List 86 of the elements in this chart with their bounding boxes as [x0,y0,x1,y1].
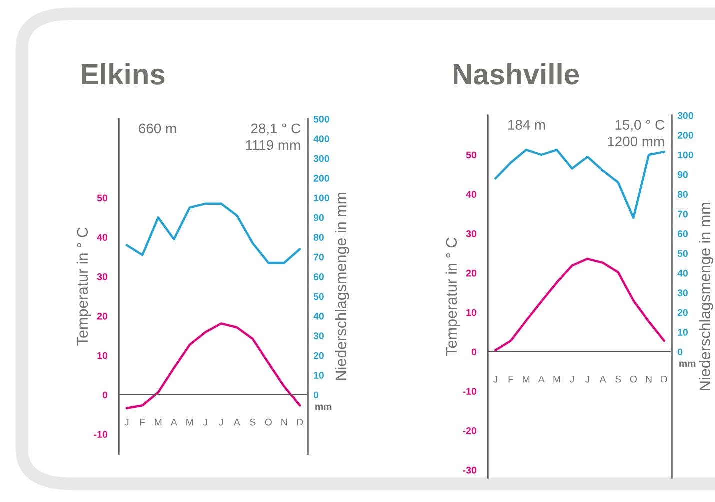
y3-tick-label: 200 [678,132,694,139]
annotation: 28,1 ° C [251,124,301,136]
y2-tick-label: 80 [678,191,688,198]
x-tick-label: O [265,418,272,426]
y2-tick-label: 30 [314,332,324,340]
x-tick-label: A [600,376,606,383]
x-tick-label: J [203,418,208,426]
x-tick-label: M [554,376,560,383]
y-axis-title: Temperatur in ° C [76,228,92,346]
y2-tick-label: 40 [678,270,688,277]
y-tick-label: 20 [466,270,476,277]
y2-tick-label: 60 [314,274,324,280]
x-tick-label: N [282,418,288,426]
y2-tick-label: 40 [314,312,324,320]
x-tick-label: D [662,376,668,383]
y-tick-label: 40 [97,234,108,242]
y-tick-label: 50 [466,152,476,159]
y2-tick-label: 60 [678,230,688,238]
x-tick-label: M [523,376,530,383]
x-tick-label: J [585,376,590,383]
y2-tick-label: 50 [314,293,324,300]
x-tick-label: J [493,376,498,383]
x-tick-label: D [297,418,304,426]
x-tick-label: M [155,418,162,426]
y-tick-label: -10 [463,388,476,396]
x-tick-label: N [646,376,652,383]
y2-tick-label: 50 [678,250,688,258]
line-series [126,202,302,264]
y3-tick-label: 400 [314,136,330,143]
line-series [494,148,666,220]
text: mm [680,362,696,368]
y2-tick-label: 90 [314,214,324,222]
y2-tick-label: 70 [678,210,688,218]
y-tick-label: -30 [463,466,476,474]
y-tick-label: -10 [94,431,108,438]
annotation: 15,0 ° C [616,120,665,132]
y2-tick-label: 100 [314,194,330,202]
x-tick-label: F [508,376,514,383]
y2-tick-label: 10 [314,372,324,379]
y-tick-label: 30 [466,230,476,238]
y-tick-label: 40 [466,191,476,198]
y-tick-label: 30 [97,274,108,280]
x-tick-label: J [219,418,224,426]
y2-tick-label: 10 [678,329,688,336]
y2-tick-label: 30 [678,290,688,297]
y3-tick-label: 300 [314,155,330,162]
y2-tick-label: 70 [314,254,324,261]
y2-tick-label: 0 [314,392,319,399]
y2-axis-title: Niederschlagsmenge in mm [335,192,350,380]
y-axis-title: Temperatur in ° C [446,238,460,356]
x-tick-label: S [250,418,256,426]
x-tick-label: S [616,376,622,383]
y2-tick-label: 20 [314,352,324,360]
y2-tick-label: 80 [314,234,324,242]
x-tick-label: A [538,376,545,383]
x-tick-label: A [170,418,178,426]
x-tick-label: A [234,418,240,426]
y2-tick-label: 100 [678,152,694,159]
line-series [494,258,666,352]
y-tick-label: 10 [98,352,108,360]
y-tick-label: 0 [472,348,476,356]
x-tick-label: M [186,418,194,426]
y-tick-label: -20 [463,428,476,434]
y-tick-label: 10 [466,309,476,316]
y3-tick-label: 300 [678,112,694,120]
y2-tick-label: 90 [678,171,688,178]
x-tick-label: J [570,376,574,383]
y-tick-label: 50 [97,194,108,202]
x-tick-label: O [630,376,637,383]
annotation: 184 m [508,120,546,130]
y3-tick-label: 500 [314,116,330,123]
y3-tick-label: 200 [314,175,330,182]
line-series [126,322,302,410]
chart-title: Elkins [82,63,165,85]
annotation: 1200 mm [608,136,664,147]
x-tick-label: F [140,418,146,426]
annotation: 1119 mm [246,140,300,150]
y-tick-label: 20 [97,312,108,320]
y2-tick-label: 20 [678,309,688,316]
chart-title: Nashville [454,63,580,85]
annotation: 660 m [139,124,176,134]
y2-tick-label: 0 [678,348,683,356]
x-tick-label: J [124,418,129,426]
y2-axis-title: Niederschlagsmenge in mm [699,203,714,390]
y-tick-label: 0 [102,392,108,399]
text: mm [316,404,332,410]
